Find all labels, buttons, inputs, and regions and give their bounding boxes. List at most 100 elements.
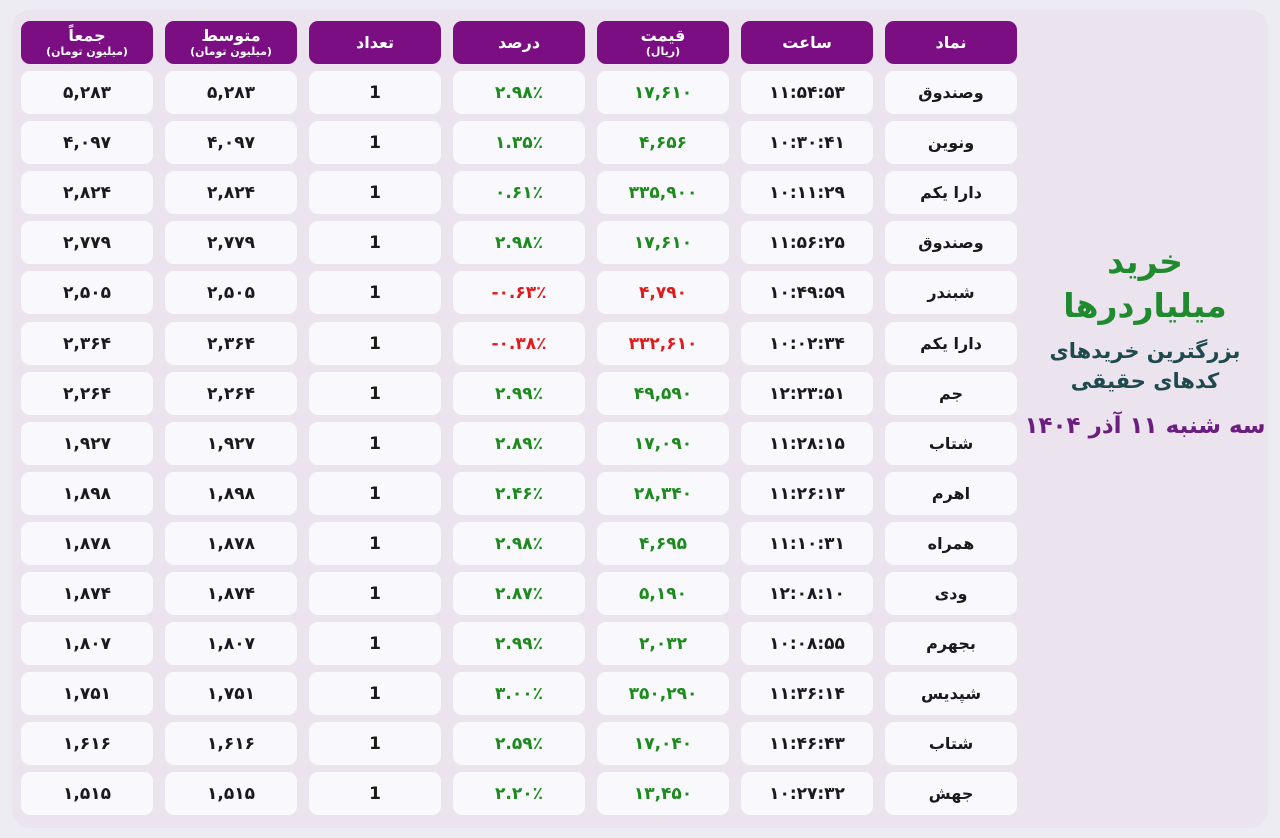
cell-count: 1 bbox=[309, 171, 441, 214]
cell-price: ۱۷,۰۴۰ bbox=[597, 722, 729, 765]
cell-price: ۱۷,۶۱۰ bbox=[597, 221, 729, 264]
cell-symbol: ونوین bbox=[885, 121, 1017, 164]
cell-percent: ۲.۴۶٪ bbox=[453, 472, 585, 515]
subtitle-line-1: بزرگترین خریدهای bbox=[1049, 339, 1241, 363]
header-price-label: قیمت bbox=[640, 26, 686, 45]
cell-count: 1 bbox=[309, 772, 441, 815]
cell-time: ۱۲:۰۸:۱۰ bbox=[741, 572, 873, 615]
cell-price: ۲۸,۳۴۰ bbox=[597, 472, 729, 515]
page-title: خرید میلیاردرها bbox=[1063, 242, 1227, 325]
cell-symbol: جم bbox=[885, 372, 1017, 415]
header-percent-label: درصد bbox=[497, 32, 541, 52]
cell-count: 1 bbox=[309, 522, 441, 565]
cell-percent: -۰.۳۸٪ bbox=[453, 322, 585, 365]
header-total-unit: (میلیون تومان) bbox=[46, 45, 128, 58]
header-price: قیمت (ریال) bbox=[597, 21, 729, 64]
header-total: جمعاً (میلیون تومان) bbox=[21, 21, 153, 64]
cell-price: ۴,۶۵۶ bbox=[597, 121, 729, 164]
cell-time: ۱۱:۳۶:۱۴ bbox=[741, 672, 873, 715]
cell-count: 1 bbox=[309, 71, 441, 114]
cell-time: ۱۲:۲۳:۵۱ bbox=[741, 372, 873, 415]
cell-avg: ۱,۸۷۴ bbox=[165, 572, 297, 615]
cell-count: 1 bbox=[309, 422, 441, 465]
cell-avg: ۱,۸۹۸ bbox=[165, 472, 297, 515]
cell-total: ۲,۷۷۹ bbox=[21, 221, 153, 264]
cell-avg: ۵,۲۸۳ bbox=[165, 71, 297, 114]
cell-percent: ۳.۰۰٪ bbox=[453, 672, 585, 715]
cell-total: ۱,۹۲۷ bbox=[21, 422, 153, 465]
cell-percent: ۲.۸۹٪ bbox=[453, 422, 585, 465]
cell-symbol: بجهرم bbox=[885, 622, 1017, 665]
cell-count: 1 bbox=[309, 121, 441, 164]
cell-price: ۴,۷۹۰ bbox=[597, 271, 729, 314]
cell-avg: ۱,۸۷۸ bbox=[165, 522, 297, 565]
cell-total: ۲,۵۰۵ bbox=[21, 271, 153, 314]
cell-symbol: دارا یکم bbox=[885, 171, 1017, 214]
header-count-label: تعداد bbox=[356, 32, 394, 52]
header-time-label: ساعت bbox=[782, 32, 832, 52]
cell-time: ۱۰:۳۰:۴۱ bbox=[741, 121, 873, 164]
cell-symbol: همراه bbox=[885, 522, 1017, 565]
cell-percent: ۲.۲۰٪ bbox=[453, 772, 585, 815]
cell-percent: ۲.۹۸٪ bbox=[453, 221, 585, 264]
cell-symbol: شتاب bbox=[885, 722, 1017, 765]
cell-percent: ۲.۹۸٪ bbox=[453, 71, 585, 114]
cell-time: ۱۰:۰۲:۳۴ bbox=[741, 322, 873, 365]
cell-count: 1 bbox=[309, 622, 441, 665]
header-avg: متوسط (میلیون تومان) bbox=[165, 21, 297, 64]
header-count: تعداد bbox=[309, 21, 441, 64]
cell-count: 1 bbox=[309, 221, 441, 264]
cell-percent: ۰.۶۱٪ bbox=[453, 171, 585, 214]
header-price-unit: (ریال) bbox=[645, 45, 681, 58]
cell-total: ۴,۰۹۷ bbox=[21, 121, 153, 164]
cell-percent: -۰.۶۳٪ bbox=[453, 271, 585, 314]
cell-avg: ۱,۵۱۵ bbox=[165, 772, 297, 815]
cell-time: ۱۱:۴۶:۴۳ bbox=[741, 722, 873, 765]
cell-symbol: شپدیس bbox=[885, 672, 1017, 715]
cell-percent: ۲.۸۷٪ bbox=[453, 572, 585, 615]
cell-symbol: دارا یکم bbox=[885, 322, 1017, 365]
cell-time: ۱۱:۵۴:۵۳ bbox=[741, 71, 873, 114]
cell-avg: ۱,۸۰۷ bbox=[165, 622, 297, 665]
cell-avg: ۴,۰۹۷ bbox=[165, 121, 297, 164]
cell-percent: ۲.۹۹٪ bbox=[453, 622, 585, 665]
header-total-label: جمعاً bbox=[68, 26, 106, 45]
cell-price: ۲,۰۳۲ bbox=[597, 622, 729, 665]
cell-count: 1 bbox=[309, 672, 441, 715]
cell-avg: ۲,۳۶۴ bbox=[165, 322, 297, 365]
cell-count: 1 bbox=[309, 271, 441, 314]
cell-total: ۲,۳۶۴ bbox=[21, 322, 153, 365]
cell-count: 1 bbox=[309, 572, 441, 615]
cell-symbol: شتاب bbox=[885, 422, 1017, 465]
header-avg-unit: (میلیون تومان) bbox=[190, 45, 272, 58]
cell-time: ۱۱:۲۶:۱۳ bbox=[741, 472, 873, 515]
cell-total: ۱,۵۱۵ bbox=[21, 772, 153, 815]
cell-total: ۲,۲۶۴ bbox=[21, 372, 153, 415]
cell-total: ۱,۸۰۷ bbox=[21, 622, 153, 665]
cell-total: ۱,۶۱۶ bbox=[21, 722, 153, 765]
cell-total: ۱,۸۷۴ bbox=[21, 572, 153, 615]
cell-count: 1 bbox=[309, 722, 441, 765]
cell-percent: ۲.۹۹٪ bbox=[453, 372, 585, 415]
cell-avg: ۲,۵۰۵ bbox=[165, 271, 297, 314]
header-symbol-label: نماد bbox=[935, 32, 967, 52]
cell-price: ۳۳۵,۹۰۰ bbox=[597, 171, 729, 214]
cell-time: ۱۱:۲۸:۱۵ bbox=[741, 422, 873, 465]
cell-price: ۱۳,۴۵۰ bbox=[597, 772, 729, 815]
cell-symbol: شبندر bbox=[885, 271, 1017, 314]
cell-time: ۱۱:۵۶:۲۵ bbox=[741, 221, 873, 264]
cell-avg: ۱,۹۲۷ bbox=[165, 422, 297, 465]
cell-avg: ۱,۶۱۶ bbox=[165, 722, 297, 765]
cell-count: 1 bbox=[309, 322, 441, 365]
cell-total: ۱,۷۵۱ bbox=[21, 672, 153, 715]
cell-symbol: وصندوق bbox=[885, 221, 1017, 264]
cell-total: ۲,۸۲۴ bbox=[21, 171, 153, 214]
cell-percent: ۲.۵۹٪ bbox=[453, 722, 585, 765]
cell-price: ۴۹,۵۹۰ bbox=[597, 372, 729, 415]
cell-time: ۱۰:۱۱:۲۹ bbox=[741, 171, 873, 214]
cell-symbol: ودی bbox=[885, 572, 1017, 615]
cell-time: ۱۱:۱۰:۳۱ bbox=[741, 522, 873, 565]
cell-symbol: اهرم bbox=[885, 472, 1017, 515]
cell-percent: ۱.۳۵٪ bbox=[453, 121, 585, 164]
cell-price: ۵,۱۹۰ bbox=[597, 572, 729, 615]
